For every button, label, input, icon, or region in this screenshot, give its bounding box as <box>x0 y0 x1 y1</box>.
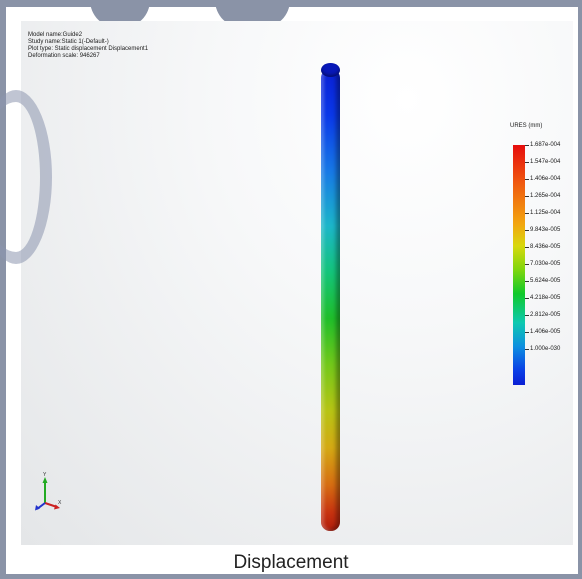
legend-tick <box>525 298 529 299</box>
legend-label: 1.406e-005 <box>530 329 561 335</box>
legend-label: 7.030e-005 <box>530 261 561 267</box>
page-border-right <box>578 0 582 579</box>
legend-label: 5.624e-005 <box>530 278 561 284</box>
legend-label: 1.000e-030 <box>530 346 561 352</box>
legend-label: 1.406e-004 <box>530 176 561 182</box>
legend-tick <box>525 315 529 316</box>
legend-tick <box>525 264 529 265</box>
figure-caption: Displacement <box>233 552 349 573</box>
page-border-bottom <box>0 574 582 579</box>
axis-triad-icon: Y X <box>33 471 63 511</box>
study-name: Study name:Static 1(-Default-) <box>28 39 109 45</box>
legend-label: 1.687e-004 <box>530 142 561 148</box>
plot-type: Plot type: Static displacement Displacem… <box>28 46 149 52</box>
legend-tick <box>525 162 529 163</box>
legend-tick <box>525 247 529 248</box>
page-border-left <box>0 0 6 579</box>
page-border-top <box>0 0 582 7</box>
legend-tick <box>525 332 529 333</box>
legend-label: 8.436e-005 <box>530 244 561 250</box>
study-info: Model name:Guide2 Study name:Static 1(-D… <box>28 32 148 60</box>
legend-label: 2.812e-005 <box>530 312 561 318</box>
legend-label: 1.125e-004 <box>530 210 561 216</box>
legend-label: 9.843e-005 <box>530 227 561 233</box>
displacement-rod-model[interactable] <box>321 69 340 531</box>
deformation-scale: Deformation scale: 946267 <box>28 53 100 59</box>
legend-tick <box>525 213 529 214</box>
legend-color-bar <box>513 145 525 385</box>
model-name: Model name:Guide2 <box>28 32 83 38</box>
legend-label: 1.547e-004 <box>530 159 561 165</box>
legend-tick <box>525 349 529 350</box>
legend-tick <box>525 281 529 282</box>
rod-top-face <box>321 63 340 77</box>
legend-label: 4.218e-005 <box>530 295 561 301</box>
model-viewport[interactable]: Model name:Guide2 Study name:Static 1(-D… <box>21 21 573 545</box>
triad-y-label: Y <box>43 472 47 478</box>
legend-tick <box>525 230 529 231</box>
triad-x-label: X <box>58 500 62 506</box>
legend-title: URES (mm) <box>510 123 543 129</box>
legend-tick <box>525 196 529 197</box>
legend-tick <box>525 179 529 180</box>
legend-tick <box>525 145 529 146</box>
legend-label: 1.265e-004 <box>530 193 561 199</box>
